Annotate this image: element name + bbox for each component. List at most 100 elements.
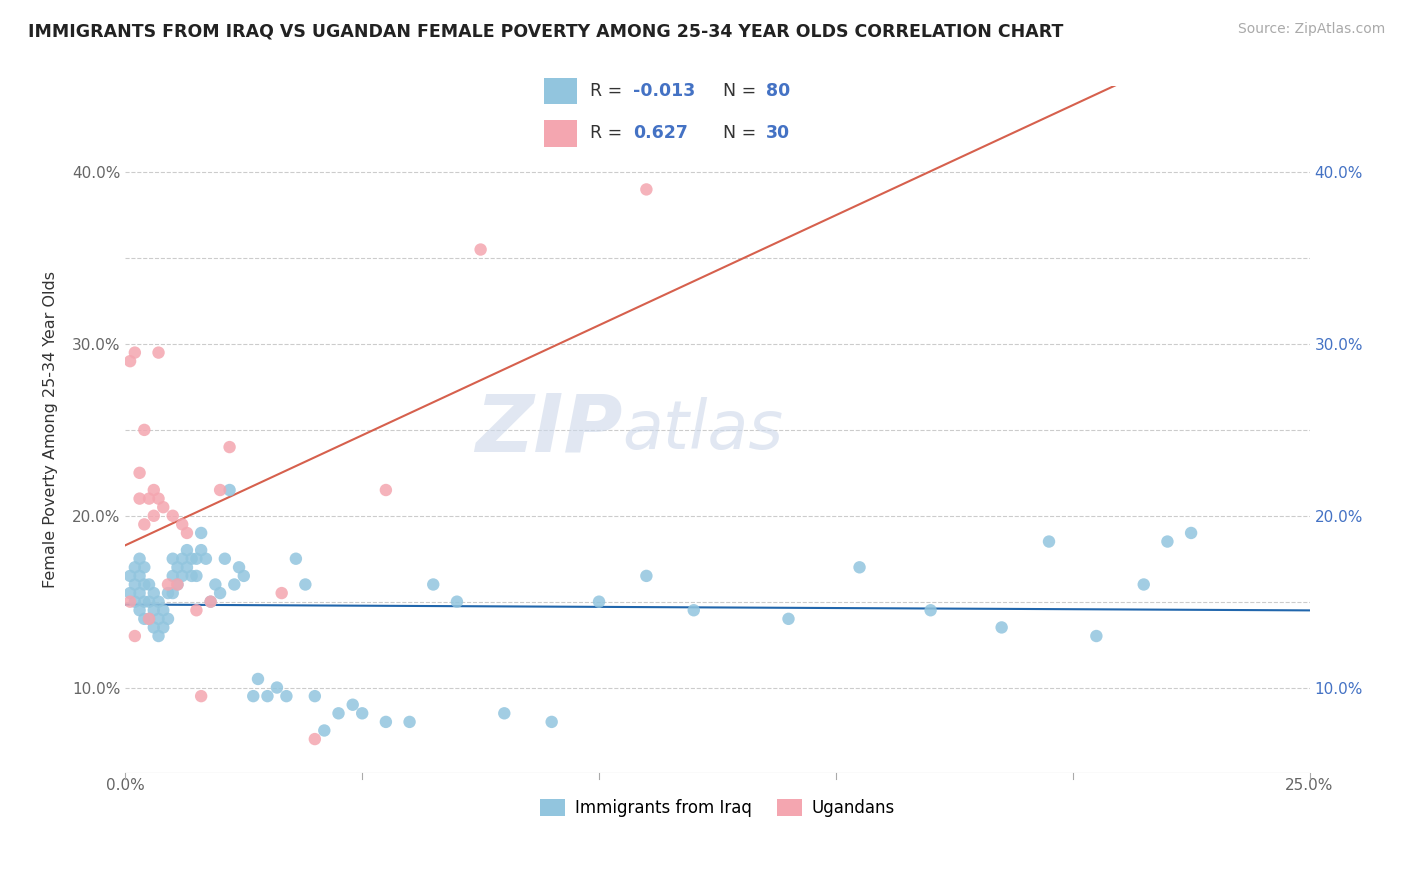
- Point: [228, 560, 250, 574]
- Point: [128, 491, 150, 506]
- Text: Source: ZipAtlas.com: Source: ZipAtlas.com: [1237, 22, 1385, 37]
- Point: [162, 586, 184, 600]
- Point: [266, 681, 288, 695]
- Point: [470, 243, 492, 257]
- Point: [138, 612, 160, 626]
- Point: [134, 560, 156, 574]
- Point: [166, 577, 188, 591]
- Point: [138, 612, 160, 626]
- Point: [142, 603, 165, 617]
- Point: [138, 577, 160, 591]
- Text: R =: R =: [591, 81, 628, 100]
- Text: N =: N =: [723, 81, 762, 100]
- Point: [200, 595, 222, 609]
- Point: [190, 689, 212, 703]
- Point: [218, 483, 240, 497]
- Point: [232, 569, 254, 583]
- Point: [990, 620, 1012, 634]
- Point: [200, 595, 222, 609]
- Point: [218, 440, 240, 454]
- Point: [1180, 525, 1202, 540]
- Point: [176, 543, 198, 558]
- Point: [224, 577, 246, 591]
- Point: [304, 732, 326, 747]
- Point: [848, 560, 870, 574]
- Point: [446, 595, 468, 609]
- Point: [588, 595, 610, 609]
- Point: [636, 569, 658, 583]
- Point: [194, 551, 217, 566]
- Point: [134, 423, 156, 437]
- Point: [342, 698, 364, 712]
- Point: [156, 586, 179, 600]
- Point: [134, 577, 156, 591]
- Point: [152, 500, 174, 515]
- Point: [120, 595, 142, 609]
- Y-axis label: Female Poverty Among 25-34 Year Olds: Female Poverty Among 25-34 Year Olds: [44, 271, 58, 589]
- Point: [276, 689, 298, 703]
- Text: N =: N =: [723, 124, 762, 143]
- Point: [422, 577, 444, 591]
- Point: [374, 714, 396, 729]
- Point: [398, 714, 420, 729]
- Point: [246, 672, 269, 686]
- Point: [180, 551, 202, 566]
- Point: [142, 508, 165, 523]
- Text: ZIP: ZIP: [475, 391, 623, 469]
- Point: [142, 586, 165, 600]
- Point: [162, 569, 184, 583]
- Point: [142, 620, 165, 634]
- Text: R =: R =: [591, 124, 628, 143]
- Point: [166, 560, 188, 574]
- Point: [148, 629, 170, 643]
- Point: [124, 345, 146, 359]
- Point: [180, 569, 202, 583]
- Point: [636, 182, 658, 196]
- Point: [124, 577, 146, 591]
- Point: [176, 525, 198, 540]
- Text: atlas: atlas: [623, 397, 783, 463]
- Point: [186, 551, 208, 566]
- Point: [186, 603, 208, 617]
- Point: [156, 577, 179, 591]
- Point: [120, 569, 142, 583]
- Point: [120, 354, 142, 368]
- Point: [148, 345, 170, 359]
- Point: [124, 629, 146, 643]
- Point: [148, 491, 170, 506]
- Point: [1038, 534, 1060, 549]
- Point: [328, 706, 350, 721]
- Text: IMMIGRANTS FROM IRAQ VS UGANDAN FEMALE POVERTY AMONG 25-34 YEAR OLDS CORRELATION: IMMIGRANTS FROM IRAQ VS UGANDAN FEMALE P…: [28, 22, 1063, 40]
- Point: [124, 560, 146, 574]
- Point: [138, 595, 160, 609]
- Point: [1085, 629, 1108, 643]
- Point: [162, 551, 184, 566]
- Text: 80: 80: [765, 81, 790, 100]
- FancyBboxPatch shape: [544, 120, 578, 147]
- Point: [352, 706, 374, 721]
- Point: [209, 586, 232, 600]
- Point: [242, 689, 264, 703]
- Text: 30: 30: [765, 124, 790, 143]
- Point: [172, 569, 194, 583]
- Point: [256, 689, 278, 703]
- Point: [284, 551, 307, 566]
- Point: [270, 586, 292, 600]
- Point: [128, 466, 150, 480]
- Point: [204, 577, 226, 591]
- Point: [124, 595, 146, 609]
- Point: [172, 517, 194, 532]
- Point: [152, 603, 174, 617]
- Point: [209, 483, 232, 497]
- Point: [682, 603, 704, 617]
- Point: [176, 560, 198, 574]
- Point: [494, 706, 516, 721]
- Point: [294, 577, 316, 591]
- Point: [138, 491, 160, 506]
- Point: [120, 586, 142, 600]
- Point: [142, 483, 165, 497]
- Point: [156, 612, 179, 626]
- Text: -0.013: -0.013: [633, 81, 696, 100]
- Point: [190, 543, 212, 558]
- Point: [128, 586, 150, 600]
